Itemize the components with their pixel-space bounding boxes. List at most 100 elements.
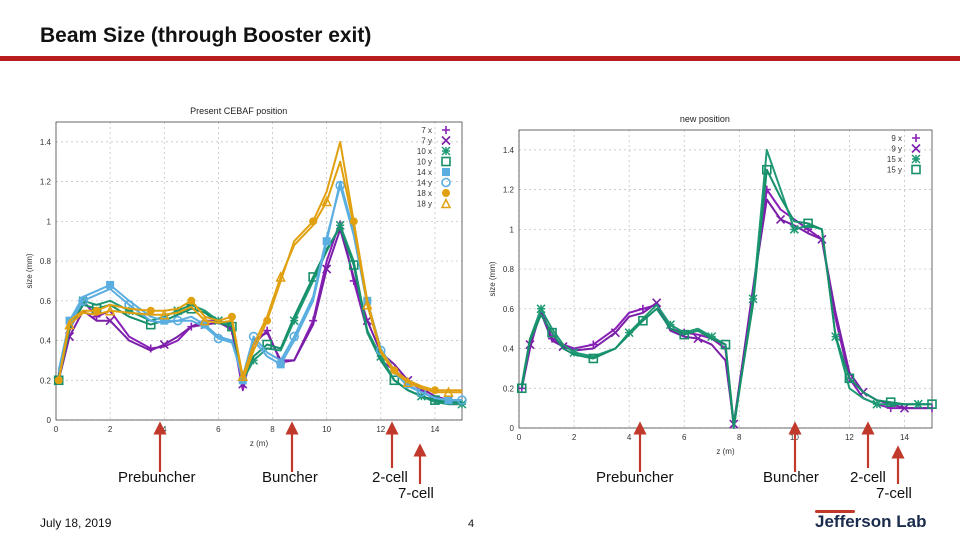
data-point <box>899 403 910 413</box>
data-point <box>817 234 827 244</box>
y-tick-label: 0.6 <box>503 305 515 314</box>
chart-title: Present CEBAF position <box>190 106 287 116</box>
data-point <box>159 309 170 320</box>
data-point <box>457 395 467 405</box>
data-point <box>693 334 703 344</box>
data-point <box>92 306 101 315</box>
data-point <box>402 376 414 388</box>
x-tick-label: 6 <box>682 433 687 442</box>
x-tick-label: 6 <box>216 425 221 434</box>
data-point <box>624 328 634 338</box>
data-point <box>64 318 75 330</box>
logo-swoosh <box>815 510 855 513</box>
legend-marker <box>442 189 450 197</box>
series-line <box>520 198 932 425</box>
y-tick-label: 0.8 <box>503 265 515 274</box>
legend-marker <box>911 164 921 175</box>
label-buncher-right: Buncher <box>763 469 819 486</box>
data-point <box>638 315 648 326</box>
legend-marker <box>440 197 452 209</box>
data-point <box>227 312 236 321</box>
legend-label: 14 x <box>417 168 432 177</box>
data-point <box>237 370 248 382</box>
label-2cell-left: 2-cell <box>372 469 408 486</box>
data-point <box>160 316 169 325</box>
data-point <box>276 360 285 369</box>
data-point <box>78 296 88 306</box>
data-point <box>262 339 272 350</box>
y-tick-label: 1 <box>510 225 515 234</box>
legend-label: 10 y <box>417 158 432 167</box>
data-point <box>872 399 882 409</box>
data-point <box>403 380 412 389</box>
legend-label: 15 x <box>887 155 902 164</box>
data-point <box>375 345 386 356</box>
x-axis-label: z (m) <box>716 447 735 456</box>
label-7cell-left: 7-cell <box>398 485 434 502</box>
series-15-y <box>516 164 937 425</box>
legend-label: 15 y <box>887 166 902 175</box>
data-point <box>321 195 332 207</box>
x-tick-label: 12 <box>845 433 854 442</box>
data-point <box>610 328 620 338</box>
x-tick-label: 2 <box>108 425 113 434</box>
y-tick-label: 0 <box>510 424 515 433</box>
data-point <box>707 332 717 342</box>
data-point <box>761 164 772 175</box>
data-point <box>362 299 373 310</box>
data-point <box>322 264 332 274</box>
label-buncher-left: Buncher <box>262 469 318 486</box>
y-tick-label: 0.2 <box>503 384 515 393</box>
data-point <box>146 306 155 315</box>
y-tick-label: 0.2 <box>40 376 52 385</box>
x-tick-label: 0 <box>517 433 522 442</box>
series-9-y <box>520 198 932 429</box>
data-point <box>104 305 116 316</box>
chart-new-position: new position 0 0.2 0.4 0.6 0.8 1 1.2 1.4 0 2 4 6 8 10 1… <box>485 108 940 458</box>
x-tick-label: 4 <box>162 425 167 434</box>
x-axis-label: z (m) <box>250 439 269 448</box>
plot-frame <box>55 121 463 421</box>
legend-marker <box>911 143 921 154</box>
data-point <box>516 383 527 394</box>
legend-label: 7 y <box>421 137 432 146</box>
data-point <box>443 386 454 397</box>
data-point <box>389 375 400 386</box>
legend-label: 9 y <box>891 145 902 154</box>
series-18-x <box>54 140 462 395</box>
data-point <box>159 339 169 350</box>
label-prebuncher-right: Prebuncher <box>596 469 674 486</box>
y-axis-label: size (mm) <box>488 261 497 296</box>
data-point <box>569 347 579 358</box>
y-tick-label: 1.4 <box>40 138 52 147</box>
series-18-y <box>57 160 462 397</box>
y-tick-label: 0.4 <box>40 337 52 346</box>
data-point <box>348 260 359 270</box>
data-point <box>106 280 115 289</box>
x-tick-label: 10 <box>322 425 331 434</box>
data-point <box>536 304 546 314</box>
data-point <box>249 355 259 365</box>
label-2cell-right: 2-cell <box>850 469 886 486</box>
x-tick-label: 14 <box>900 433 909 442</box>
x-tick-label: 4 <box>627 433 632 442</box>
series-line <box>57 180 462 402</box>
x-tick-label: 12 <box>376 425 385 434</box>
data-point <box>105 316 115 326</box>
label-7cell-right: 7-cell <box>876 485 912 502</box>
legend-marker <box>911 154 921 164</box>
data-point <box>679 329 689 340</box>
x-tick-label: 2 <box>572 433 577 442</box>
data-point <box>376 351 386 361</box>
x-tick-label: 14 <box>430 425 439 434</box>
y-axis-label: size (mm) <box>25 253 34 288</box>
page-number: 4 <box>468 518 475 530</box>
data-point <box>335 180 346 191</box>
legend-marker <box>442 126 450 134</box>
y-tick-label: 1.4 <box>503 146 515 155</box>
legend-marker <box>441 135 451 146</box>
legend-marker <box>441 156 451 167</box>
slide-title: Beam Size (through Booster exit) <box>40 24 372 47</box>
x-tick-label: 8 <box>270 425 275 434</box>
legend-label: 18 y <box>417 200 432 209</box>
